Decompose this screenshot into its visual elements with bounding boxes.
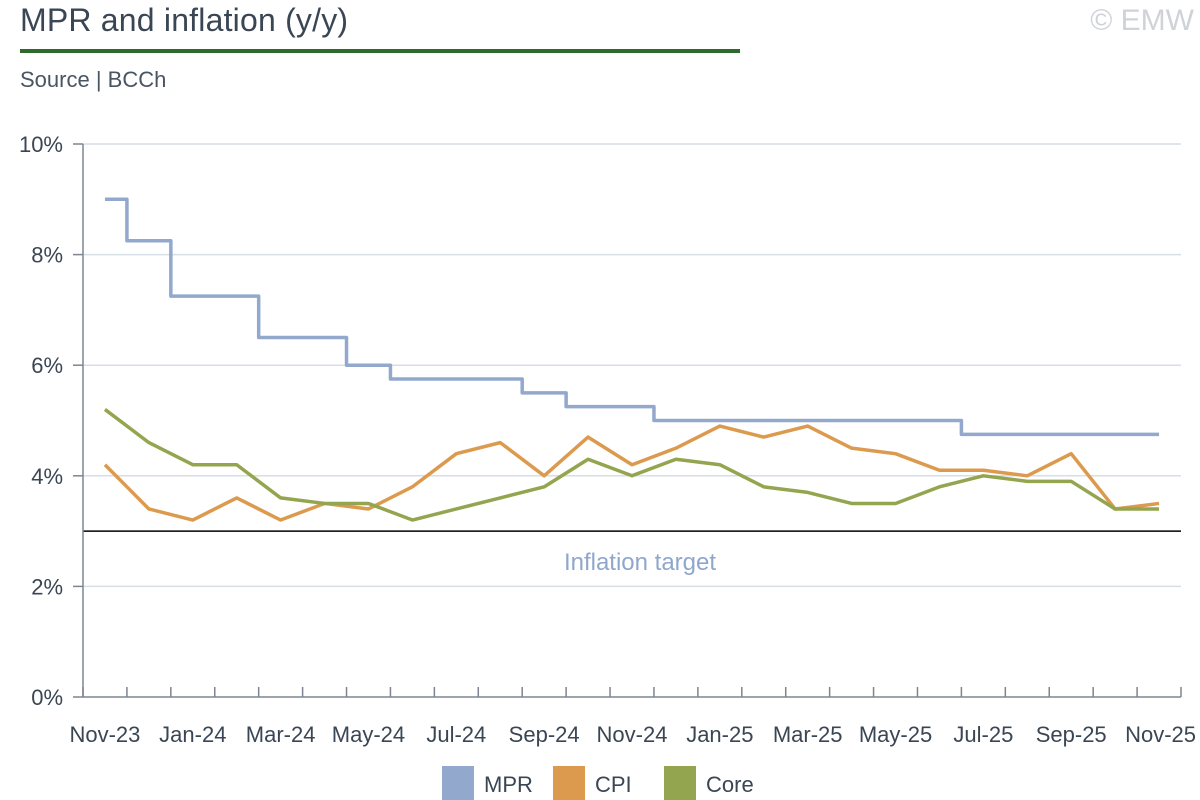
y-tick-label: 10% — [19, 132, 63, 157]
series-cpi-line — [103, 424, 1160, 522]
y-tick-label: 6% — [31, 353, 63, 378]
legend-swatch-mpr — [442, 766, 474, 800]
series-lines — [103, 197, 1160, 522]
y-tick-label: 4% — [31, 464, 63, 489]
x-tick-label: Nov-23 — [69, 722, 140, 747]
legend-label-cpi: CPI — [595, 772, 632, 797]
legend-item-core: Core — [664, 766, 754, 800]
legend-swatch-cpi — [553, 766, 585, 800]
legend-swatch-core — [664, 766, 696, 800]
series-core-line — [103, 408, 1160, 522]
x-tick-label: Sep-24 — [509, 722, 580, 747]
title-underline — [20, 49, 740, 53]
x-tick-label: May-25 — [859, 722, 932, 747]
x-tick-label: May-24 — [332, 722, 405, 747]
x-tick-label: Jan-25 — [686, 722, 753, 747]
chart-title: MPR and inflation (y/y) — [20, 2, 349, 38]
legend-item-mpr: MPR — [442, 766, 533, 800]
y-tick-label: 2% — [31, 574, 63, 599]
x-tick-label: Jul-25 — [953, 722, 1013, 747]
legend-label-mpr: MPR — [484, 772, 533, 797]
x-tick-label: Jul-24 — [426, 722, 486, 747]
y-tick-label: 8% — [31, 243, 63, 268]
x-tick-label: Mar-24 — [246, 722, 316, 747]
legend: MPR CPI Core — [442, 766, 754, 800]
x-tick-label: Mar-25 — [773, 722, 843, 747]
series-mpr-line — [104, 197, 1160, 437]
inflation-target-label: Inflation target — [564, 549, 716, 576]
y-tick-label: 0% — [31, 685, 63, 710]
reference-lines: Inflation target — [83, 530, 1181, 576]
gridlines — [83, 143, 1181, 588]
axes: 0% 2% 4% 6% 8% 10% Nov-23 Jan-24 Mar-24 May-24 Jul… — [19, 132, 1196, 747]
x-tick-label: Sep-25 — [1036, 722, 1107, 747]
x-tick-label: Nov-24 — [597, 722, 668, 747]
legend-label-core: Core — [706, 772, 754, 797]
source-note: Source | BCCh — [20, 67, 167, 92]
x-tick-label: Nov-25 — [1125, 722, 1196, 747]
copyright-watermark: © EMW — [1090, 4, 1194, 37]
x-tick-label: Jan-24 — [159, 722, 226, 747]
legend-item-cpi: CPI — [553, 766, 632, 800]
